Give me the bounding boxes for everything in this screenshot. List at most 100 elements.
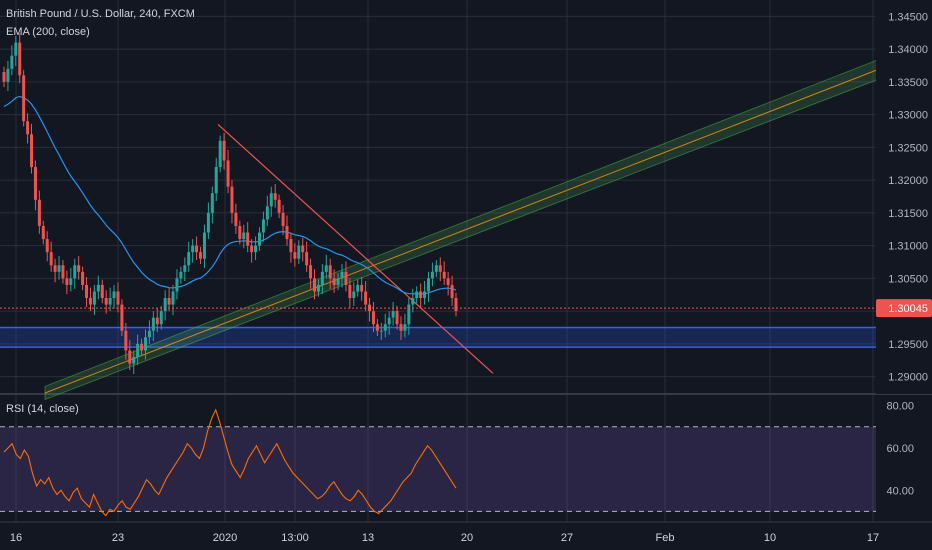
candle-body [277, 199, 281, 213]
candle-body [360, 284, 364, 292]
price-tick-label: 1.33000 [888, 110, 928, 122]
rsi-pane[interactable] [0, 408, 876, 517]
candle-body [273, 193, 277, 200]
candle-body [77, 265, 81, 272]
candle-body [364, 291, 368, 305]
candle-body [316, 284, 320, 292]
candle-body [41, 225, 45, 240]
candle-body [206, 212, 210, 233]
candle-body [281, 212, 285, 226]
candle-body [92, 291, 96, 305]
support-zone-fill [0, 327, 876, 348]
candle-body [257, 232, 261, 246]
candle-body [336, 278, 340, 285]
candle-body [434, 265, 438, 272]
price-axis-bg [876, 0, 932, 394]
candle-body [112, 291, 116, 299]
candle-body [128, 350, 132, 364]
time-tick-label: 16 [10, 532, 22, 544]
price-tick-label: 1.32500 [888, 142, 928, 154]
candle-body [238, 225, 242, 240]
candle-body [120, 304, 124, 331]
time-tick-label: 23 [112, 532, 124, 544]
candle-body [81, 271, 85, 285]
time-tick-label: 13:00 [281, 532, 309, 544]
candle-body [37, 199, 41, 226]
candle-body [163, 298, 167, 312]
candle-body [395, 311, 399, 325]
time-tick-label: 13 [362, 532, 374, 544]
candle-body [175, 278, 179, 292]
candle-body [309, 265, 313, 279]
downtrend-line[interactable] [217, 124, 494, 374]
candle-body [6, 68, 10, 82]
candle-body [293, 252, 297, 259]
candle-body [65, 278, 69, 285]
candle-body [246, 232, 250, 246]
price-tick-label: 1.31000 [888, 241, 928, 253]
candle-body [285, 225, 289, 240]
price-tick-label: 1.30500 [888, 273, 928, 285]
candle-body [167, 298, 171, 305]
price-axis[interactable]: 1.34500 1.34000 1.33500 1.33000 1.32500 1.320… [876, 0, 932, 394]
candle-body [328, 265, 332, 279]
candle-body [187, 252, 191, 266]
time-tick-label: 17 [867, 532, 879, 544]
candlesticks[interactable] [2, 33, 458, 375]
candle-body [214, 167, 218, 194]
rsi-axis[interactable]: 80.00 60.00 40.00 [886, 401, 914, 498]
candle-body [269, 193, 273, 207]
candle-body [403, 324, 407, 331]
candle-body [411, 298, 415, 305]
candle-body [155, 317, 159, 325]
candle-body [226, 160, 230, 187]
rsi-series-line [3, 408, 457, 517]
candle-body [454, 298, 458, 312]
price-tick-label: 1.34500 [888, 11, 928, 23]
candle-body [140, 343, 144, 351]
candle-body [116, 291, 120, 305]
candle-body [22, 75, 26, 122]
downtrend-line-segment [217, 124, 494, 374]
candle-body [151, 317, 155, 331]
candle-body [297, 245, 301, 259]
chart-title: British Pound / U.S. Dollar, 240, FXCM [6, 8, 195, 20]
candle-body [399, 324, 403, 331]
candle-body [73, 265, 77, 279]
candle-body [222, 140, 226, 161]
ema-indicator-label[interactable]: EMA (200, close) [6, 26, 90, 38]
candle-body [143, 337, 147, 351]
candle-body [30, 134, 34, 168]
candle-body [61, 265, 65, 279]
time-tick-label: 10 [764, 532, 776, 544]
candle-body [442, 271, 446, 279]
candle-body [254, 245, 258, 253]
candle-body [202, 232, 206, 259]
last-price-tag-label: 1.30045 [888, 303, 928, 315]
candle-body [69, 278, 73, 285]
candle-body [426, 278, 430, 292]
candle-body [340, 271, 344, 279]
rsi-band-fill [0, 426, 876, 512]
candle-body [88, 298, 92, 305]
candle-body [301, 245, 305, 253]
candle-body [446, 278, 450, 285]
candle-body [53, 265, 57, 272]
price-tick-label: 1.29500 [888, 339, 928, 351]
candle-body [159, 311, 163, 325]
candle-body [387, 317, 391, 325]
candle-body [14, 42, 18, 56]
time-axis[interactable]: 16 23 2020 13:00 13 20 27 Feb 10 17 [0, 521, 932, 544]
candle-body [265, 206, 269, 220]
rsi-indicator-label[interactable]: RSI (14, close) [6, 403, 79, 415]
candle-body [344, 271, 348, 285]
last-price-tag [876, 299, 932, 318]
candle-body [124, 330, 128, 351]
candle-body [391, 311, 395, 318]
candle-body [379, 330, 383, 332]
candle-body [430, 271, 434, 279]
candle-body [261, 219, 265, 233]
channel-midline [44, 68, 881, 394]
